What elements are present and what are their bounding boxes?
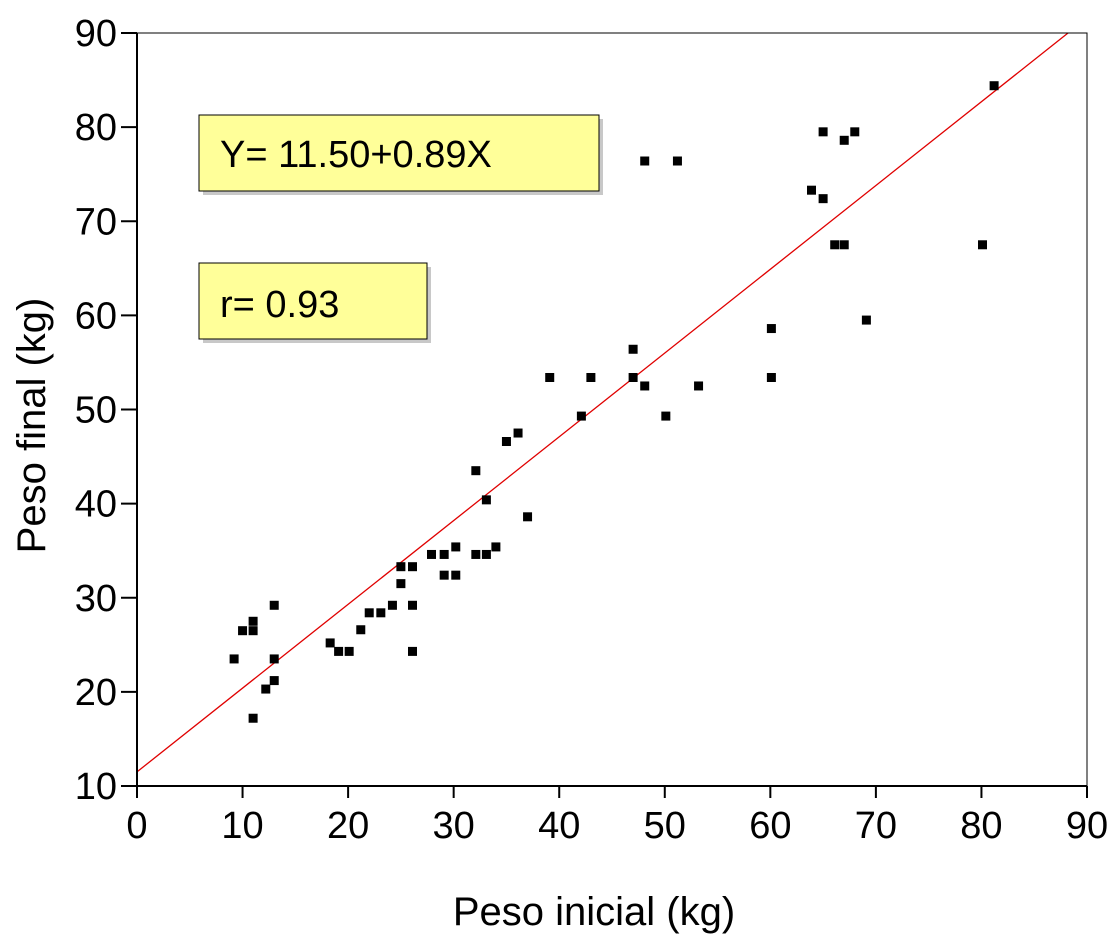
data-point	[408, 646, 417, 656]
data-point	[839, 135, 849, 145]
data-point	[628, 372, 638, 382]
x-axis-title: Peso inicial (kg)	[453, 890, 735, 934]
data-point	[766, 372, 776, 382]
data-point	[491, 542, 501, 552]
y-tick-label: 20	[75, 672, 117, 714]
x-tick-label: 0	[126, 805, 147, 847]
data-point	[356, 625, 366, 635]
data-point	[451, 542, 461, 552]
data-point	[861, 315, 871, 325]
data-point	[640, 156, 650, 166]
data-point	[376, 608, 386, 618]
data-point	[439, 549, 449, 559]
x-tick-label: 60	[749, 805, 791, 847]
equation-box	[198, 114, 600, 192]
data-point	[439, 570, 449, 580]
data-point	[325, 638, 335, 648]
x-tick-label: 20	[327, 805, 369, 847]
data-point	[481, 549, 491, 559]
regression-line	[136, 32, 1069, 773]
data-point	[576, 411, 586, 421]
data-point	[850, 127, 860, 137]
y-tick-label: 50	[75, 390, 117, 432]
data-point	[408, 600, 417, 610]
data-point	[523, 512, 533, 522]
data-point	[586, 372, 596, 382]
data-point	[481, 495, 491, 505]
data-point	[396, 579, 406, 589]
x-tick-label: 50	[644, 805, 686, 847]
data-point	[978, 240, 987, 250]
y-tick-label: 40	[75, 484, 117, 526]
data-point	[989, 81, 999, 91]
y-tick-label: 70	[75, 201, 117, 243]
y-axis-title: Peso final (kg)	[10, 298, 54, 554]
data-point	[513, 428, 523, 438]
data-point	[672, 156, 682, 166]
r-value-box-text: r= 0.93	[220, 284, 339, 326]
y-tick-label: 80	[75, 107, 117, 149]
y-tick-label: 60	[75, 295, 117, 337]
data-point	[261, 684, 271, 694]
data-point	[451, 570, 461, 580]
data-point	[248, 626, 258, 636]
data-point	[839, 240, 849, 250]
data-point	[344, 646, 354, 656]
data-point	[766, 324, 776, 334]
data-point	[471, 466, 481, 476]
equation-box-text: Y= 11.50+0.89X	[220, 134, 492, 176]
data-point	[427, 549, 436, 559]
data-point	[661, 411, 671, 421]
data-point	[334, 646, 344, 656]
data-point	[364, 608, 374, 618]
data-point	[818, 194, 828, 204]
data-point	[238, 626, 248, 636]
data-point	[807, 185, 816, 195]
r-value-box	[198, 262, 428, 340]
data-point	[545, 372, 555, 382]
x-tick-label: 30	[433, 805, 475, 847]
x-tick-label: 40	[538, 805, 580, 847]
data-point	[640, 381, 650, 391]
data-point	[628, 344, 638, 354]
data-point	[269, 676, 279, 686]
x-tick-label: 80	[960, 805, 1002, 847]
data-point	[396, 562, 406, 572]
data-point	[269, 654, 279, 664]
data-point	[387, 600, 397, 610]
data-point	[408, 562, 417, 572]
data-point	[830, 240, 840, 250]
y-tick-label: 10	[75, 766, 117, 808]
data-point	[501, 437, 511, 447]
x-tick-label: 10	[221, 805, 263, 847]
y-tick-label: 30	[75, 578, 117, 620]
y-tick-label: 90	[75, 13, 117, 55]
x-tick-label: 90	[1066, 805, 1108, 847]
data-point	[248, 713, 258, 723]
data-point	[248, 616, 258, 626]
data-point	[269, 600, 279, 610]
x-tick-label: 70	[855, 805, 897, 847]
data-point	[818, 127, 828, 137]
data-point	[229, 654, 239, 664]
data-point	[471, 549, 481, 559]
data-point	[694, 381, 704, 391]
